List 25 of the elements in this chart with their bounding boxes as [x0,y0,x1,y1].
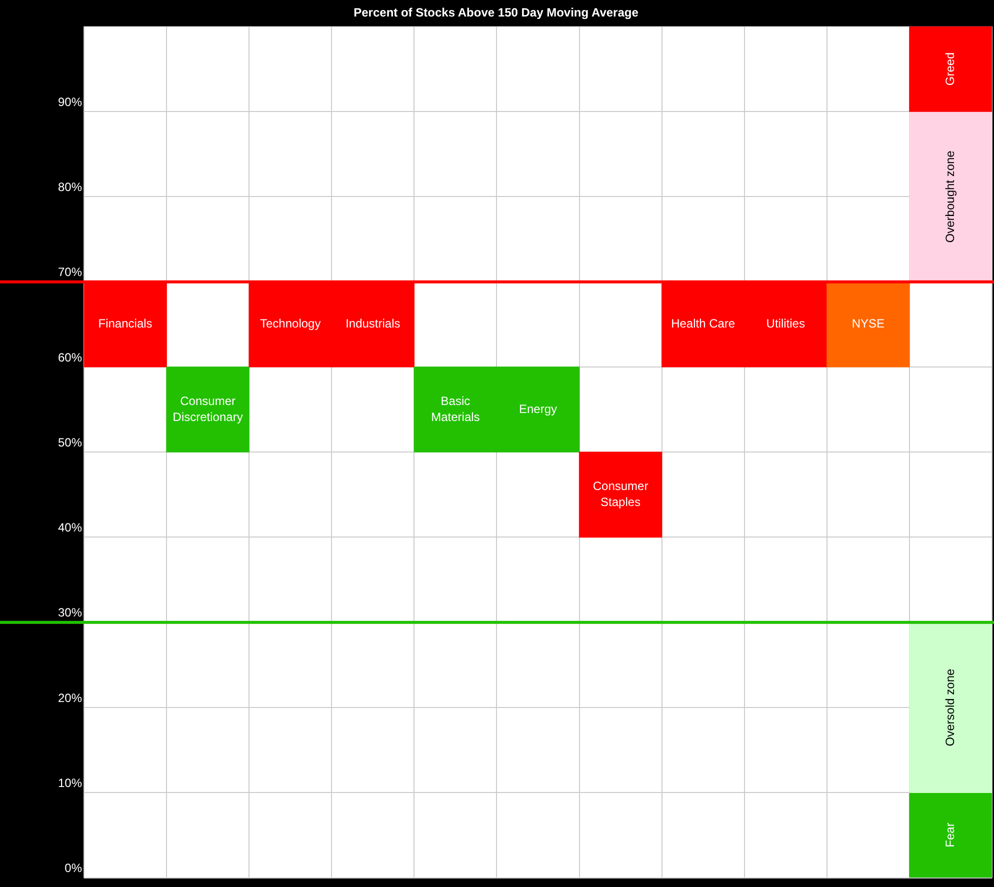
y-tick-label: 80% [58,180,82,194]
x-tick-label: Industrials [346,316,400,331]
y-tick-label: 0% [64,861,82,876]
series-label: Fear [943,822,958,848]
x-tick-label: Consumer Staples [592,478,648,509]
x-tick-label: Consumer Discretionary [172,394,243,424]
series-label: Overbought zone [943,150,958,243]
y-tick-label: 60% [58,350,82,364]
x-tick-label: Energy [518,402,558,416]
x-tick-label: NYSE [852,316,885,331]
y-tick-label: 40% [58,520,82,535]
y-tick-label: 90% [58,94,82,109]
x-tick-label: Financials [98,316,152,331]
x-tick-label: Technology [260,316,321,331]
y-tick-label: 30% [58,606,82,620]
x-tick-label: Basic Materials [431,394,480,424]
x-tick-label: Utilities [766,316,805,331]
series-label: Oversold zone [943,668,958,746]
chart-title: Percent of Stocks Above 150 Day Moving Average [354,6,639,20]
x-tick-label: Health Care [671,316,736,331]
y-tick-label: 50% [58,435,82,450]
y-tick-label: 20% [58,690,82,705]
y-tick-label: 10% [58,776,82,790]
series-label: Greed [943,52,958,86]
y-tick-label: 70% [58,265,82,280]
